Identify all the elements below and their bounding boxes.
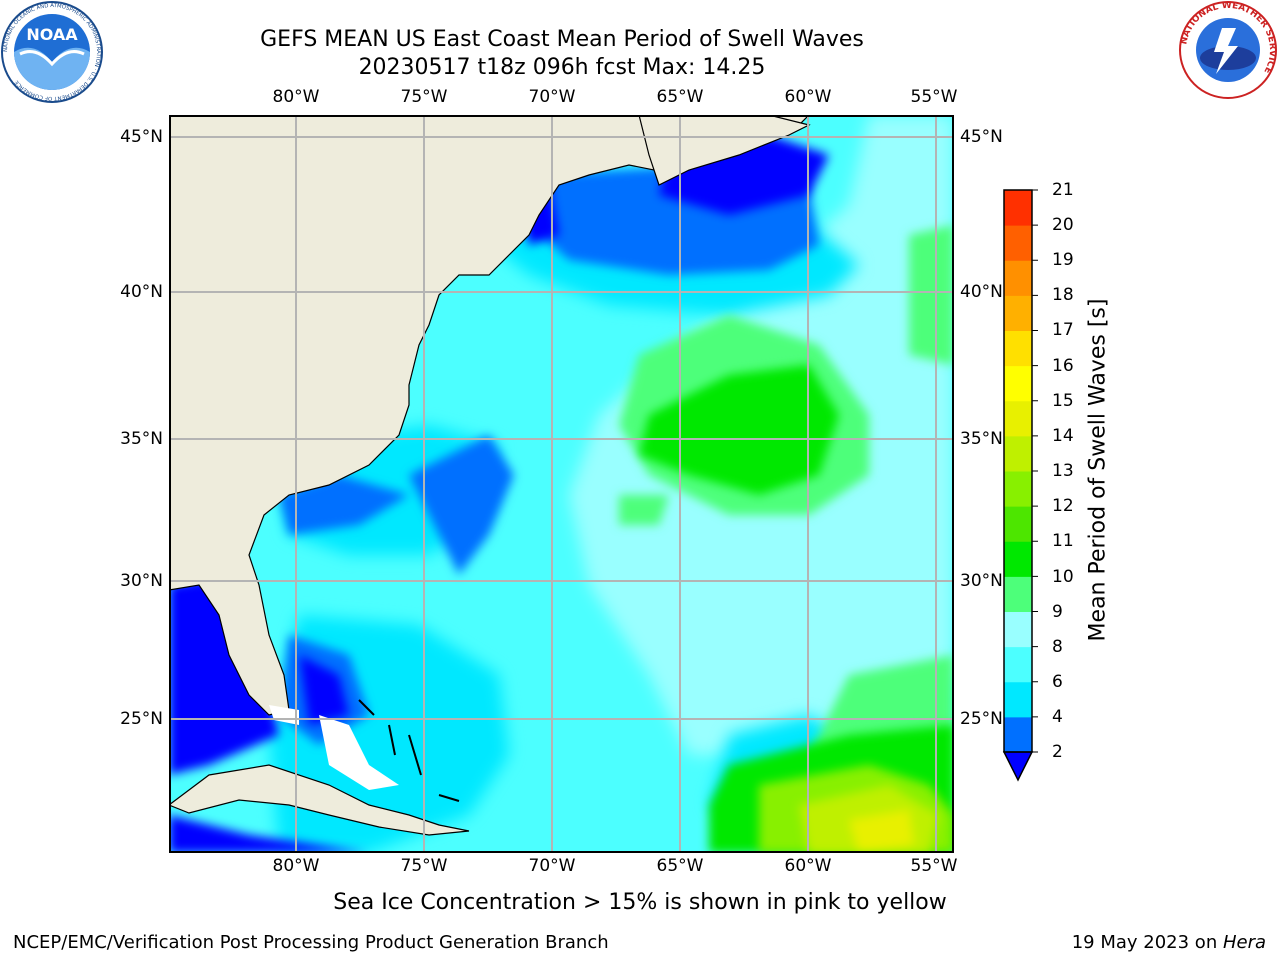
colorbar-tick-label: 17	[1052, 320, 1074, 340]
colorbar-segment	[1004, 681, 1032, 718]
colorbar-tick-label: 20	[1052, 215, 1074, 235]
colorbar-segment	[1004, 365, 1032, 402]
lon-label-top: 70°W	[528, 87, 576, 107]
lon-label-bottom: 65°W	[656, 856, 704, 876]
map-border	[169, 115, 954, 853]
run-date: 19 May 2023 on	[1071, 932, 1223, 953]
colorbar-segment	[1004, 541, 1032, 577]
colorbar-tick-label: 19	[1052, 250, 1074, 270]
colorbar-tick-label: 18	[1052, 285, 1074, 305]
colorbar-tick-label: 12	[1052, 496, 1074, 516]
lat-label-right: 40°N	[960, 282, 1003, 302]
bahamas-banks	[319, 715, 399, 790]
colorbar-segment	[1004, 611, 1032, 648]
colorbar-tick-label: 2	[1052, 742, 1063, 762]
lat-label-left: 25°N	[120, 709, 163, 729]
colorbar-segment	[1004, 400, 1032, 437]
lat-label-left: 45°N	[120, 127, 163, 147]
lon-label-bottom: 80°W	[272, 856, 320, 876]
lat-label-right: 30°N	[960, 571, 1003, 591]
lon-label-top: 65°W	[656, 87, 704, 107]
colorbar-tick-label: 11	[1052, 531, 1074, 551]
period-12-14s-region	[799, 785, 939, 853]
colorbar-tick-label: 4	[1052, 707, 1063, 727]
colorbar-tick-label: 21	[1052, 180, 1074, 200]
land-cuba	[169, 764, 470, 836]
host-name: Hera	[1222, 932, 1266, 953]
lon-label-top: 60°W	[784, 87, 832, 107]
colorbar-tick-label: 10	[1052, 567, 1074, 587]
chart-title: GEFS MEAN US East Coast Mean Period of S…	[260, 27, 864, 52]
lon-label-bottom: 75°W	[400, 856, 448, 876]
run-date-credit: 19 May 2023 on Hera	[1072, 932, 1266, 953]
lat-label-left: 35°N	[120, 429, 163, 449]
colorbar-segment	[1004, 435, 1032, 472]
lon-label-bottom: 60°W	[784, 856, 832, 876]
colorbar-tick-label: 8	[1052, 637, 1063, 657]
colorbar-segment	[1004, 225, 1032, 261]
colorbar-tick-label: 13	[1052, 461, 1074, 481]
lon-label-top: 75°W	[400, 87, 448, 107]
colorbar-segment	[1004, 716, 1032, 753]
lat-label-left: 30°N	[120, 571, 163, 591]
lat-label-right: 25°N	[960, 709, 1003, 729]
lon-label-top: 55°W	[910, 87, 958, 107]
lat-label-right: 45°N	[960, 127, 1003, 147]
lat-label-left: 40°N	[120, 282, 163, 302]
land-nova-scotia	[638, 115, 811, 186]
colorbar-segment	[1004, 506, 1032, 542]
colorbar-segment	[1004, 471, 1032, 507]
noaa-logo-text: NOAA	[26, 25, 78, 44]
colorbar-segment	[1004, 260, 1032, 296]
colorbar-segment	[1004, 295, 1032, 331]
colorbar-tick-label: 14	[1052, 426, 1074, 446]
colorbar-under-triangle	[1002, 751, 1034, 782]
colorbar-tick-label: 15	[1052, 391, 1074, 411]
colorbar-tick-label: 16	[1052, 356, 1074, 376]
colorbar-segment	[1004, 646, 1032, 683]
colorbar-label: Mean Period of Swell Waves [s]	[1085, 298, 1111, 642]
lon-label-top: 80°W	[272, 87, 320, 107]
swell-period-map	[169, 115, 954, 853]
sea-ice-footnote: Sea Ice Concentration > 15% is shown in …	[333, 890, 947, 915]
lat-label-right: 35°N	[960, 429, 1003, 449]
colorbar-segment	[1004, 330, 1032, 367]
colorbar-segment	[1004, 576, 1032, 612]
nws-logo: NATIONAL WEATHER SERVICE	[1179, 1, 1277, 99]
chart-subtitle: 20230517 t18z 096h fcst Max: 14.25	[358, 55, 766, 80]
noaa-logo: NATIONAL OCEANIC AND ATMOSPHERIC ADMINIS…	[1, 1, 103, 103]
colorbar-tick-label: 6	[1052, 672, 1063, 692]
colorbar-segment	[1004, 190, 1032, 226]
lon-label-bottom: 55°W	[910, 856, 958, 876]
map-gridlines	[169, 115, 954, 853]
producer-credit: NCEP/EMC/Verification Post Processing Pr…	[13, 932, 609, 953]
colorbar-tick-label: 9	[1052, 602, 1063, 622]
colorbar	[1002, 189, 1038, 782]
lon-label-bottom: 70°W	[528, 856, 576, 876]
bahamas-islands	[358, 699, 460, 802]
